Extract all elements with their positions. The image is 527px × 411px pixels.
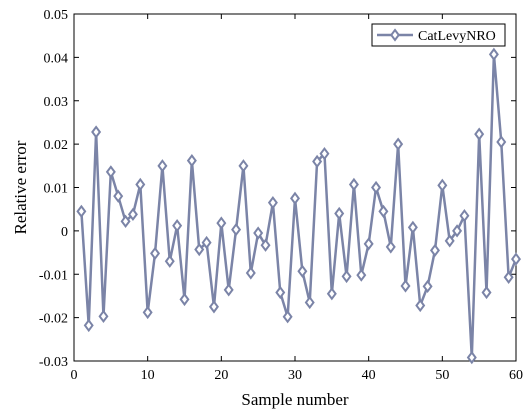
series-layer: [76, 47, 521, 365]
data-point: [253, 226, 264, 240]
data-point: [201, 235, 212, 250]
axes: 0 10 20 30 40 50 60 -0.03 -0.02 -0.01 0 0.01 0.02 0.0…: [39, 8, 523, 383]
data-point: [297, 264, 308, 278]
x-tick-label: 0: [71, 368, 78, 383]
data-point: [223, 283, 234, 297]
data-point: [452, 224, 463, 238]
data-point: [371, 180, 382, 195]
data-point: [488, 47, 499, 62]
series-line: [80, 53, 518, 359]
data-point: [76, 204, 87, 219]
y-tick-label: -0.03: [39, 355, 68, 370]
data-point: [348, 177, 359, 192]
data-point: [385, 240, 396, 254]
data-point: [127, 207, 138, 222]
data-point: [334, 206, 345, 221]
data-point: [511, 252, 521, 266]
data-point: [194, 242, 205, 257]
data-point: [326, 287, 337, 301]
x-tick-label: 10: [141, 368, 155, 383]
x-tick-label: 40: [362, 368, 376, 383]
data-point: [142, 305, 153, 320]
data-point: [341, 269, 352, 284]
data-point: [164, 254, 175, 268]
data-point: [231, 222, 242, 237]
y-axis-title: Relative error: [11, 140, 30, 234]
x-axis-title: Sample number: [241, 390, 349, 409]
data-point: [304, 295, 315, 310]
data-point: [437, 178, 448, 192]
data-point: [496, 135, 507, 149]
data-point: [208, 300, 219, 314]
y-tick-label: 0.03: [44, 95, 69, 110]
legend-marker: [390, 28, 400, 42]
data-point: [83, 318, 94, 333]
data-point: [179, 292, 190, 307]
x-tick-label: 60: [509, 368, 523, 383]
data-point: [135, 177, 146, 192]
data-point: [172, 219, 183, 233]
legend: CatLevyNRO: [371, 23, 506, 47]
data-point: [407, 220, 418, 235]
data-point: [466, 350, 477, 365]
data-point: [378, 204, 389, 219]
data-point: [444, 234, 455, 248]
data-point: [238, 159, 249, 173]
x-tick-label: 30: [288, 368, 302, 383]
data-point: [363, 237, 374, 251]
data-point: [113, 189, 124, 203]
data-point: [275, 285, 286, 300]
y-tick-label: 0.04: [44, 51, 69, 66]
data-point: [459, 209, 470, 223]
y-tick-label: -0.01: [39, 268, 68, 283]
x-tick-label: 50: [435, 368, 449, 383]
data-point: [216, 216, 227, 230]
y-tick-label: -0.02: [39, 312, 68, 327]
data-point: [312, 154, 323, 169]
data-point: [422, 279, 433, 294]
data-point: [503, 270, 514, 284]
data-point: [290, 191, 300, 206]
data-point: [245, 266, 256, 280]
data-point: [150, 246, 161, 261]
legend-label: CatLevyNRO: [418, 29, 496, 44]
y-tick-label: 0: [61, 225, 68, 240]
y-tick-label: 0.05: [44, 8, 69, 23]
data-point: [105, 165, 116, 179]
data-point: [282, 310, 293, 324]
data-point: [415, 298, 426, 313]
data-point: [260, 238, 271, 252]
x-tick-label: 20: [214, 368, 228, 383]
data-point: [91, 125, 102, 139]
data-point: [319, 147, 330, 161]
data-point: [267, 196, 278, 210]
data-point: [429, 243, 440, 258]
data-point: [400, 279, 411, 293]
data-point: [157, 159, 168, 173]
data-point: [474, 127, 485, 141]
y-tick-label: 0.01: [44, 182, 69, 197]
data-point: [393, 137, 404, 151]
data-point: [481, 285, 492, 300]
data-point: [186, 153, 197, 168]
data-point: [120, 214, 131, 228]
data-point: [98, 309, 109, 323]
legend-box: [371, 23, 506, 47]
data-point: [356, 268, 367, 282]
y-tick-label: 0.02: [44, 138, 69, 153]
